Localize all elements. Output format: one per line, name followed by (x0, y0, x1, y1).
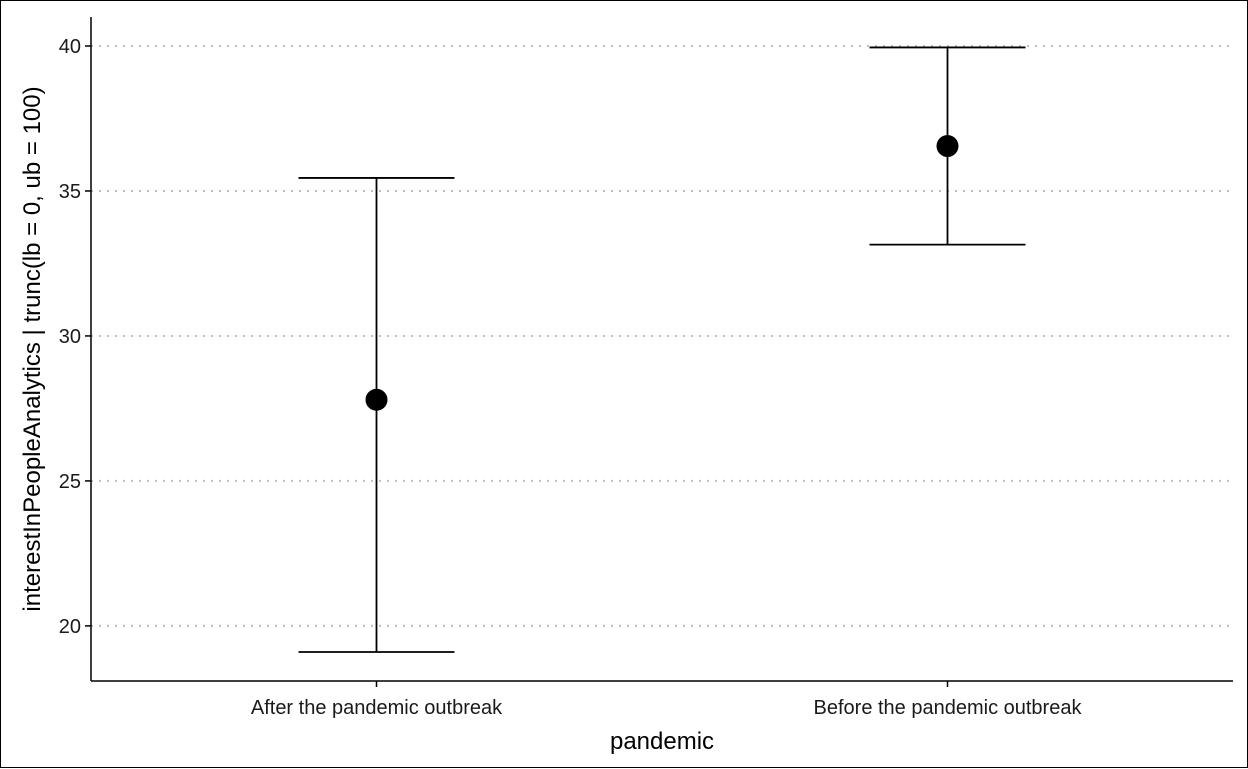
x-tick-label: After the pandemic outbreak (251, 697, 503, 719)
estimate-point-0 (365, 388, 388, 411)
y-tick-label: 25 (59, 471, 81, 493)
y-tick-label: 30 (59, 326, 81, 348)
y-tick-label: 40 (59, 36, 81, 58)
y-tick-label: 20 (59, 616, 81, 638)
gridlines (91, 44, 1233, 627)
estimate-point-1 (936, 135, 959, 158)
x-tick-label: Before the pandemic outbreak (814, 697, 1083, 719)
errorbars (298, 46, 1026, 653)
points (365, 135, 959, 411)
y-axis-title: interestInPeopleAnalytics | trunc(lb = 0… (19, 86, 46, 611)
x-axis-ticks: After the pandemic outbreak Before the pa… (251, 681, 1083, 719)
x-axis-title: pandemic (610, 728, 714, 755)
y-tick-label: 35 (59, 181, 81, 203)
y-axis-ticks: 20 25 30 35 40 (59, 36, 91, 638)
